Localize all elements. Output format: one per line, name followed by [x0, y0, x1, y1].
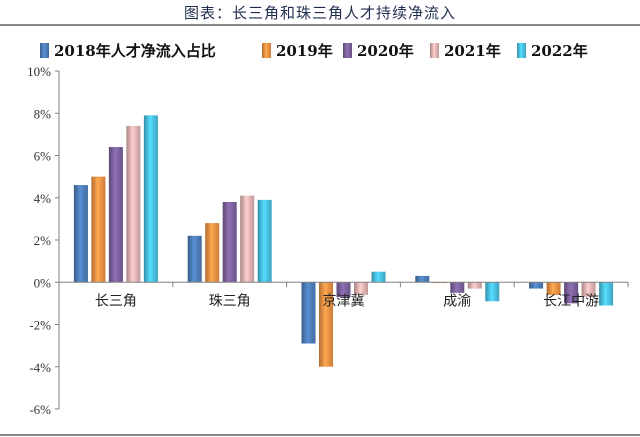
bar	[564, 282, 579, 304]
bar	[599, 282, 614, 306]
bottom-divider	[0, 434, 640, 436]
legend-swatch	[262, 43, 271, 58]
chart-title: 图表：长三角和珠三角人才持续净流入	[183, 4, 456, 22]
bar	[126, 125, 141, 283]
y-tick-label: 0%	[34, 275, 52, 290]
category-label: 长江中游	[543, 293, 599, 309]
title-divider	[0, 24, 640, 26]
y-tick-label: -4%	[29, 360, 51, 375]
bar	[240, 195, 255, 283]
bar	[450, 282, 465, 293]
bar	[319, 282, 333, 367]
category-label: 长三角	[95, 293, 137, 309]
bar	[467, 282, 482, 289]
bar	[187, 235, 202, 283]
y-tick-label: 6%	[34, 149, 52, 164]
legend-swatch	[517, 43, 526, 58]
bar	[108, 147, 123, 283]
bar	[546, 282, 561, 295]
bar	[485, 282, 500, 302]
y-tick-label: 2%	[34, 233, 52, 248]
bar	[529, 282, 544, 289]
bar	[354, 282, 368, 295]
legend-label: 2019年	[276, 42, 333, 60]
legend-swatch	[40, 43, 49, 58]
y-tick-label: -2%	[29, 318, 51, 333]
y-tick-label: 4%	[34, 191, 52, 206]
legend-label: 2018年人才净流入占比	[54, 42, 216, 60]
y-tick-label: 10%	[27, 64, 51, 79]
bar	[336, 282, 351, 298]
legend-label: 2022年	[531, 42, 588, 60]
bar	[301, 282, 316, 344]
legend-label: 2021年	[444, 42, 501, 60]
bar	[257, 199, 272, 283]
bar	[222, 201, 237, 283]
legend-swatch	[430, 43, 439, 58]
bar	[371, 271, 386, 283]
bar	[143, 115, 158, 283]
y-tick-label: -6%	[29, 402, 51, 417]
legend-label: 2020年	[357, 42, 414, 60]
bar	[581, 282, 596, 298]
category-label: 成渝	[443, 293, 471, 309]
category-label: 珠三角	[209, 293, 251, 309]
bar	[73, 185, 88, 283]
legend-swatch	[343, 43, 352, 58]
bar	[91, 176, 106, 283]
bar	[205, 223, 220, 283]
bar	[415, 275, 430, 283]
y-tick-label: 8%	[34, 106, 52, 121]
category-label: 京津冀	[323, 293, 365, 309]
